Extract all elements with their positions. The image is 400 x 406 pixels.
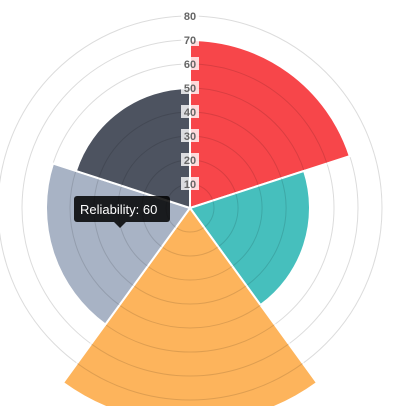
sector-ring-arc [133,285,247,305]
tick-label: 80 [184,11,196,23]
sector-ring-arc [105,324,275,353]
tick: 70 [181,33,199,47]
tick-label: 60 [184,59,196,71]
tick-label: 30 [184,131,196,143]
tick: 80 [181,9,199,23]
sector-ring-arc [90,343,290,377]
tick: 10 [181,177,199,191]
tick-label: 20 [184,155,196,167]
tick-label-bg [181,57,199,70]
sector-ring-arc [98,111,191,179]
tick-label: 10 [184,179,196,191]
sector-ring-arc [217,193,239,248]
sector-ring-arc [189,111,282,179]
sector-group [61,206,319,406]
tick-label: 70 [184,35,196,47]
sector-ring-arc [121,135,191,186]
sector-ring-arc [189,87,305,172]
tick-label-bg [181,9,199,22]
polar-sector[interactable] [188,169,311,307]
sector-ring-arc [119,304,261,329]
chart-sectors [45,38,352,406]
radial-tick-labels: 10 20 30 40 50 60 70 80 [181,9,199,191]
tooltip-text: Reliability: 60 [80,202,157,217]
tooltip-caret [114,222,126,228]
tick: 30 [181,129,199,143]
tick-label-bg [181,33,199,46]
polar-sector[interactable] [74,86,191,210]
sector-ring-arc [175,227,205,233]
tick-label: 50 [184,83,196,95]
sector-ring-arc [117,185,148,267]
tick-label: 40 [184,107,196,119]
sector-ring-arc [161,246,219,257]
tick: 20 [181,153,199,167]
tooltip-box [74,196,170,222]
tick-label-bg [181,81,199,94]
tick: 50 [181,81,199,95]
sector-ring-arc [93,178,134,287]
tick-label-bg [181,177,199,190]
sector-ring-arc [147,265,233,281]
tick-label-bg [181,129,199,142]
sector-ring-arc [232,185,263,267]
tick-label-bg [181,153,199,166]
sector-ring-arc [189,135,259,186]
polar-sector[interactable] [61,206,319,406]
sector-ring-arc [69,170,120,306]
sector-group [188,169,311,307]
polar-sector[interactable] [189,38,352,210]
chart-tooltip: Reliability: 60 [74,196,170,228]
tick-label-bg [181,105,199,118]
sector-group [74,86,191,210]
sector-ring-arc [246,178,287,287]
sector-ring-arc [189,63,328,164]
sector-ring-arc [203,200,215,228]
sector-ring-arc [76,362,304,401]
tick: 40 [181,105,199,119]
tick: 60 [181,57,199,71]
